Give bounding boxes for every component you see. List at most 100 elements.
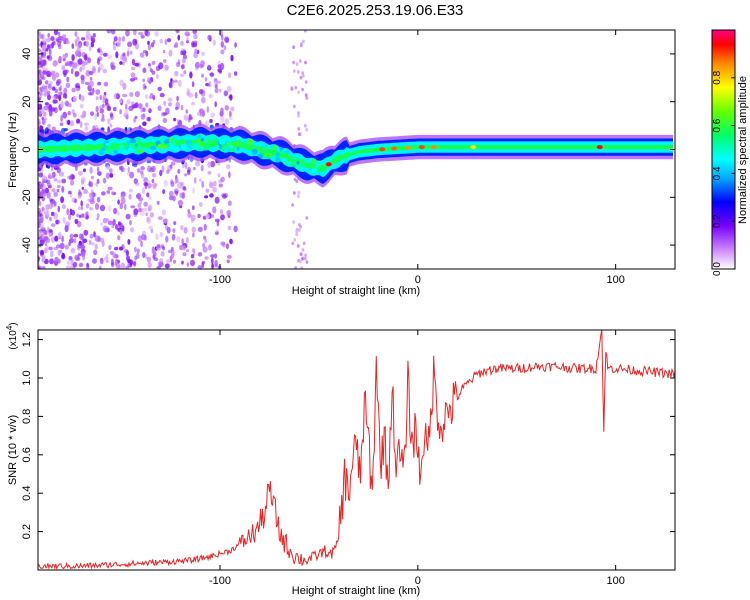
spectrogram-ridge-blob [187, 144, 191, 151]
spectrogram-noise-cell [292, 45, 295, 49]
spectrogram-noise-cell [211, 263, 215, 269]
spectrogram-noise-cell [57, 31, 61, 36]
spectrogram-noise-cell [59, 85, 63, 91]
spectrogram-noise-cell [85, 40, 89, 48]
spectrogram-noise-cell [111, 30, 116, 35]
spectrogram-noise-cell [84, 81, 90, 86]
spectrogram-noise-cell [38, 191, 41, 198]
spectrogram-noise-cell [62, 34, 67, 39]
spectrogram-noise-cell [134, 246, 137, 253]
spectrogram-noise-cell [80, 74, 85, 81]
spectrogram-noise-cell [297, 228, 301, 232]
spectrogram-noise-cell [192, 187, 195, 194]
spectrogram-noise-cell [176, 61, 181, 68]
spectrogram-ridge-blob [265, 155, 270, 159]
spectrogram-noise-cell [184, 31, 190, 37]
spectrogram-ridge-blob [157, 143, 165, 149]
spectrogram-noise-cell [71, 87, 76, 93]
spectrogram-noise-cell [292, 191, 296, 195]
spectrogram-noise-cell [94, 113, 97, 121]
spectrogram-noise-cell [227, 225, 232, 231]
spectrogram-noise-cell [201, 51, 205, 57]
spectrogram-noise-cell [81, 178, 85, 185]
spectrogram-noise-cell [299, 259, 302, 264]
spectrogram-noise-cell [162, 189, 166, 195]
spectrogram-noise-cell [124, 109, 129, 116]
spectrogram-noise-cell [42, 118, 47, 123]
spectrogram-noise-cell [56, 188, 60, 193]
spectrogram-noise-cell [126, 99, 131, 105]
spectrogram-noise-cell [109, 112, 114, 118]
spectrogram-ridge-blob [299, 163, 306, 168]
spectrogram-noise-cell [140, 113, 146, 120]
spectrogram-noise-cell [53, 30, 59, 36]
spectrogram-noise-cell [158, 62, 164, 70]
spectrogram-noise-cell [82, 168, 87, 173]
spectrogram-noise-cell [67, 111, 71, 116]
spectrogram-noise-cell [62, 111, 68, 119]
spectrogram-noise-cell [121, 225, 125, 232]
spectrogram-noise-cell [148, 108, 152, 114]
spectrogram-noise-cell [41, 37, 47, 44]
spectrogram-noise-cell [66, 259, 72, 265]
spectrogram-noise-cell [139, 52, 145, 58]
spectrogram-noise-cell [166, 38, 172, 43]
spectrogram-noise-cell [79, 66, 83, 73]
spectrogram-noise-cell [63, 40, 66, 45]
spectrogram-noise-cell [134, 115, 138, 120]
spectrogram-peak [430, 145, 437, 150]
spectrogram-noise-cell [91, 37, 96, 43]
spectrogram-noise-cell [106, 165, 111, 171]
spectrogram-noise-cell [55, 219, 59, 225]
spectrogram-noise-cell [220, 49, 225, 55]
spectrogram-noise-cell [58, 171, 65, 177]
spectrogram-noise-cell [107, 220, 113, 226]
spectrogram-noise-cell [122, 93, 128, 98]
spectrogram-noise-cell [229, 94, 233, 101]
spectrogram-noise-cell [125, 213, 131, 220]
spectrogram-noise-cell [134, 62, 140, 67]
spectrogram-noise-cell [116, 40, 122, 48]
spectrogram-noise-cell [167, 97, 173, 102]
spectrogram-noise-cell [162, 49, 166, 54]
spectrogram-ridge-blob [236, 146, 240, 151]
spectrogram-noise-cell [64, 62, 69, 67]
spectrogram-noise-cell [42, 70, 47, 75]
spectrogram-noise-cell [168, 81, 174, 89]
spectrogram-noise-cell [172, 228, 176, 233]
spectrogram-noise-cell [83, 188, 88, 194]
chart-title: C2E6.2025.253.19.06.E33 [286, 2, 464, 19]
spectrogram-noise-cell [61, 204, 66, 210]
spectrogram-noise-cell [75, 87, 81, 92]
spectrogram-noise-cell [156, 200, 160, 205]
spectrogram-noise-cell [90, 200, 95, 205]
spectrogram-ridge-blob [231, 141, 237, 147]
spectrogram-y-tick-label: -40 [21, 237, 33, 253]
spectrogram-noise-cell [144, 93, 149, 100]
spectrogram-ridge-blob [281, 153, 286, 158]
spectrogram-ridge-blob [152, 136, 159, 142]
spectrogram-noise-cell [204, 256, 209, 260]
spectrogram-ridge-blob [224, 146, 231, 150]
spectrogram-ridge-blob [119, 144, 124, 149]
spectrogram-noise-cell [46, 37, 51, 43]
spectrogram-noise-cell [48, 175, 53, 179]
spectrogram-noise-cell [94, 203, 100, 210]
spectrogram-noise-cell [43, 111, 47, 117]
spectrogram-noise-cell [176, 236, 181, 243]
spectrogram-noise-cell [51, 203, 54, 208]
spectrogram-noise-cell [295, 179, 299, 184]
spectrogram-noise-cell [45, 210, 50, 216]
spectrogram-noise-cell [214, 196, 220, 204]
spectrogram-noise-cell [145, 102, 149, 108]
spectrogram-noise-cell [67, 190, 72, 195]
spectrogram-ridge-blob [315, 167, 322, 173]
spectrogram-noise-cell [45, 179, 51, 184]
spectrogram-noise-cell [148, 196, 152, 200]
spectrogram-noise-cell [38, 115, 41, 122]
spectrogram-ridge-blob [236, 139, 242, 146]
spectrogram-noise-cell [99, 108, 105, 114]
spectrogram-noise-cell [214, 101, 217, 108]
spectrogram-noise-cell [128, 193, 132, 200]
